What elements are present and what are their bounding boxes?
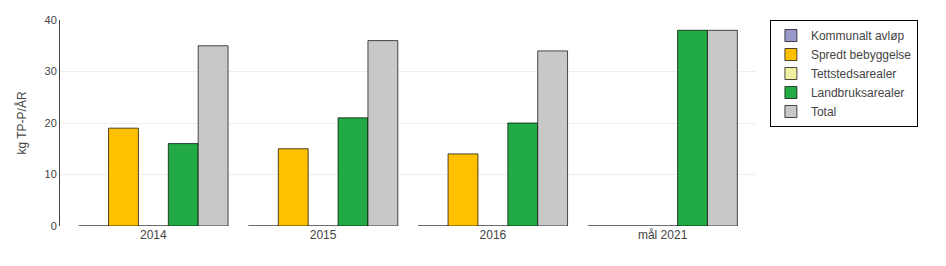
svg-text:10: 10 [45, 168, 57, 180]
svg-text:kg TP-P/ÅR: kg TP-P/ÅR [14, 91, 29, 154]
svg-text:mål 2021: mål 2021 [638, 228, 688, 242]
svg-text:40: 40 [45, 14, 57, 26]
svg-text:0: 0 [51, 220, 57, 232]
svg-text:2016: 2016 [480, 228, 507, 242]
svg-text:2015: 2015 [310, 228, 337, 242]
svg-text:Tettstedsarealer: Tettstedsarealer [811, 67, 896, 81]
svg-text:Kommunalt avløp: Kommunalt avløp [811, 29, 905, 43]
svg-text:Total: Total [811, 105, 836, 119]
svg-text:20: 20 [45, 117, 57, 129]
svg-text:30: 30 [45, 65, 57, 77]
svg-text:Landbruksarealer: Landbruksarealer [811, 86, 904, 100]
svg-text:2014: 2014 [140, 228, 167, 242]
svg-text:Spredt bebyggelse: Spredt bebyggelse [811, 48, 911, 62]
